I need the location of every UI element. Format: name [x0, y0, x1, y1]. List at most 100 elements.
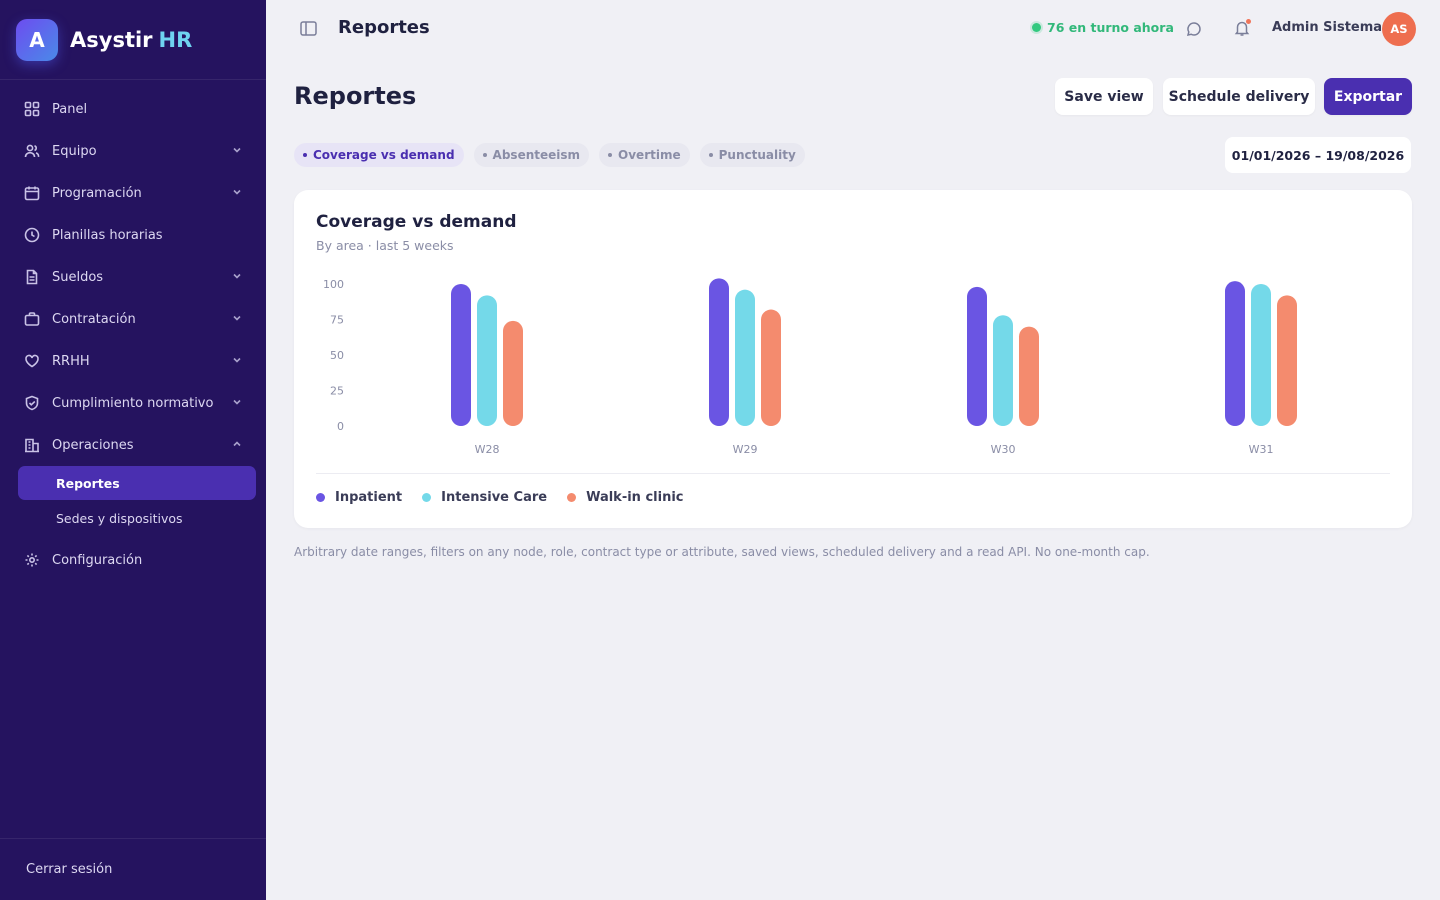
gear-icon — [25, 553, 39, 567]
tab-coverage[interactable]: Coverage vs demand — [294, 143, 464, 167]
sidebar-toggle-icon[interactable] — [300, 21, 317, 36]
bar-intensive-care-w28[interactable] — [477, 295, 497, 426]
x-tick-label: W30 — [991, 443, 1016, 456]
document-icon — [26, 269, 38, 285]
tab-overtime[interactable]: Overtime — [599, 143, 690, 167]
export-button[interactable]: Exportar — [1324, 78, 1412, 115]
sidebar-subitem-sedes[interactable]: Sedes y dispositivos — [56, 510, 183, 526]
chart-legend: Inpatient Intensive Care Walk-in clinic — [316, 490, 684, 505]
bar-intensive-care-w29[interactable] — [735, 289, 755, 426]
legend-dot-icon — [316, 493, 325, 502]
tab-label: Punctuality — [718, 148, 796, 162]
sidebar-item-sueldos[interactable]: Sueldos — [0, 256, 266, 298]
sidebar-item-cumplimiento[interactable]: Cumplimiento normativo — [0, 382, 266, 424]
topbar-title: Reportes — [338, 17, 430, 38]
sidebar-item-planillas[interactable]: Planillas horarias — [0, 214, 266, 256]
chart-subtitle: By area · last 5 weeks — [316, 238, 454, 253]
chevron-down-icon — [233, 315, 241, 321]
tab-dot-icon — [482, 153, 487, 157]
bar-inpatient-w29[interactable] — [709, 278, 729, 426]
legend-item[interactable]: Walk-in clinic — [567, 490, 684, 505]
sidebar-item-label: Planillas horarias — [52, 227, 163, 243]
y-tick-label: 25 — [330, 385, 344, 398]
chat-icon[interactable] — [1186, 21, 1202, 37]
chart-card: Coverage vs demand By area · last 5 week… — [294, 190, 1412, 528]
sidebar-item-label: Sueldos — [52, 269, 104, 285]
x-tick-label: W29 — [733, 443, 758, 456]
sidebar-nav: Panel Equipo Programación Planillas hora… — [0, 80, 266, 581]
shift-status[interactable]: 76 en turno ahora — [1032, 20, 1174, 35]
tab-label: Coverage vs demand — [313, 148, 455, 162]
tab-dot-icon — [608, 153, 613, 157]
bar-inpatient-w28[interactable] — [451, 284, 471, 426]
sidebar: A Asystir HR Panel Equipo Programación Pl… — [0, 0, 266, 900]
sidebar-item-contratacion[interactable]: Contratación — [0, 298, 266, 340]
sidebar-item-label: RRHH — [52, 353, 90, 369]
brand[interactable]: A Asystir HR — [0, 0, 266, 80]
save-view-button[interactable]: Save view — [1055, 78, 1153, 115]
avatar[interactable]: AS — [1382, 12, 1416, 46]
bar-chart: 0 25 50 75 100 W28 W29 W30 W31 — [323, 278, 1297, 456]
shift-status-text: 76 en turno ahora — [1047, 20, 1174, 35]
brand-name: Asystir HR — [70, 28, 192, 52]
bar-inpatient-w31[interactable] — [1225, 281, 1245, 426]
sidebar-item-operaciones[interactable]: Operaciones — [0, 424, 266, 466]
bar-intensive-care-w31[interactable] — [1251, 284, 1271, 426]
bar-inpatient-w30[interactable] — [967, 286, 987, 426]
y-tick-label: 100 — [323, 278, 344, 291]
tab-label: Overtime — [618, 148, 681, 162]
chevron-down-icon — [233, 273, 241, 279]
x-tick-label: W28 — [475, 443, 500, 456]
brand-logo: A — [16, 18, 58, 61]
sidebar-item-label: Operaciones — [52, 437, 134, 453]
notifications-button[interactable] — [1233, 19, 1251, 37]
chevron-down-icon — [233, 189, 241, 195]
sidebar-item-label: Configuración — [52, 552, 143, 568]
y-tick-label: 75 — [330, 314, 344, 327]
tab-label: Absenteeism — [492, 148, 581, 162]
chevron-down-icon — [233, 147, 241, 153]
building-icon — [25, 438, 39, 453]
sidebar-item-label: Equipo — [52, 143, 97, 159]
sidebar-item-equipo[interactable]: Equipo — [0, 130, 266, 172]
legend-label: Inpatient — [335, 490, 403, 505]
sidebar-item-rrhh[interactable]: RRHH — [0, 340, 266, 382]
status-dot-icon — [1032, 23, 1041, 32]
sidebar-subitem-reportes[interactable]: Reportes — [18, 466, 256, 500]
bar-walk-in-clinic-w30[interactable] — [1019, 326, 1039, 426]
bar-intensive-care-w30[interactable] — [993, 315, 1013, 426]
bar-walk-in-clinic-w29[interactable] — [761, 309, 781, 426]
date-range-picker[interactable]: 01/01/2026 – 19/08/2026 — [1225, 137, 1411, 173]
legend-dot-icon — [567, 493, 577, 502]
user-name[interactable]: Admin Sistema — [1272, 20, 1383, 35]
heart-icon — [25, 354, 39, 368]
chevron-up-icon — [233, 441, 241, 447]
y-tick-label: 50 — [330, 349, 344, 362]
chevron-down-icon — [233, 357, 241, 363]
tab-absenteeism[interactable]: Absenteeism — [473, 143, 590, 167]
sidebar-item-programacion[interactable]: Programación — [0, 172, 266, 214]
legend-label: Walk-in clinic — [586, 490, 684, 505]
report-footnote: Arbitrary date ranges, filters on any no… — [294, 545, 1150, 559]
x-tick-label: W31 — [1249, 443, 1274, 456]
report-tabs: Coverage vs demand Absenteeism Overtime … — [294, 143, 805, 167]
chevron-down-icon — [233, 399, 241, 405]
brand-suffix: HR — [158, 27, 193, 52]
sidebar-item-configuracion[interactable]: Configuración — [0, 539, 266, 581]
sidebar-item-panel[interactable]: Panel — [0, 88, 266, 130]
sidebar-item-label: Contratación — [52, 311, 136, 327]
sidebar-item-label: Cumplimiento normativo — [52, 395, 214, 411]
legend-item[interactable]: Inpatient — [316, 490, 402, 505]
sidebar-item-label: Panel — [52, 101, 88, 117]
y-tick-label: 0 — [337, 420, 344, 433]
logout-button[interactable]: Cerrar sesión — [0, 838, 266, 900]
topbar: Reportes 76 en turno ahora Admin Sistema… — [266, 0, 1440, 58]
schedule-delivery-button[interactable]: Schedule delivery — [1163, 78, 1315, 115]
tab-dot-icon — [708, 153, 713, 157]
bar-walk-in-clinic-w31[interactable] — [1277, 295, 1297, 426]
chart-divider — [316, 473, 1390, 474]
legend-item[interactable]: Intensive Care — [422, 490, 547, 505]
briefcase-icon — [24, 312, 40, 326]
tab-punctuality[interactable]: Punctuality — [699, 143, 805, 167]
bar-walk-in-clinic-w28[interactable] — [503, 320, 523, 426]
